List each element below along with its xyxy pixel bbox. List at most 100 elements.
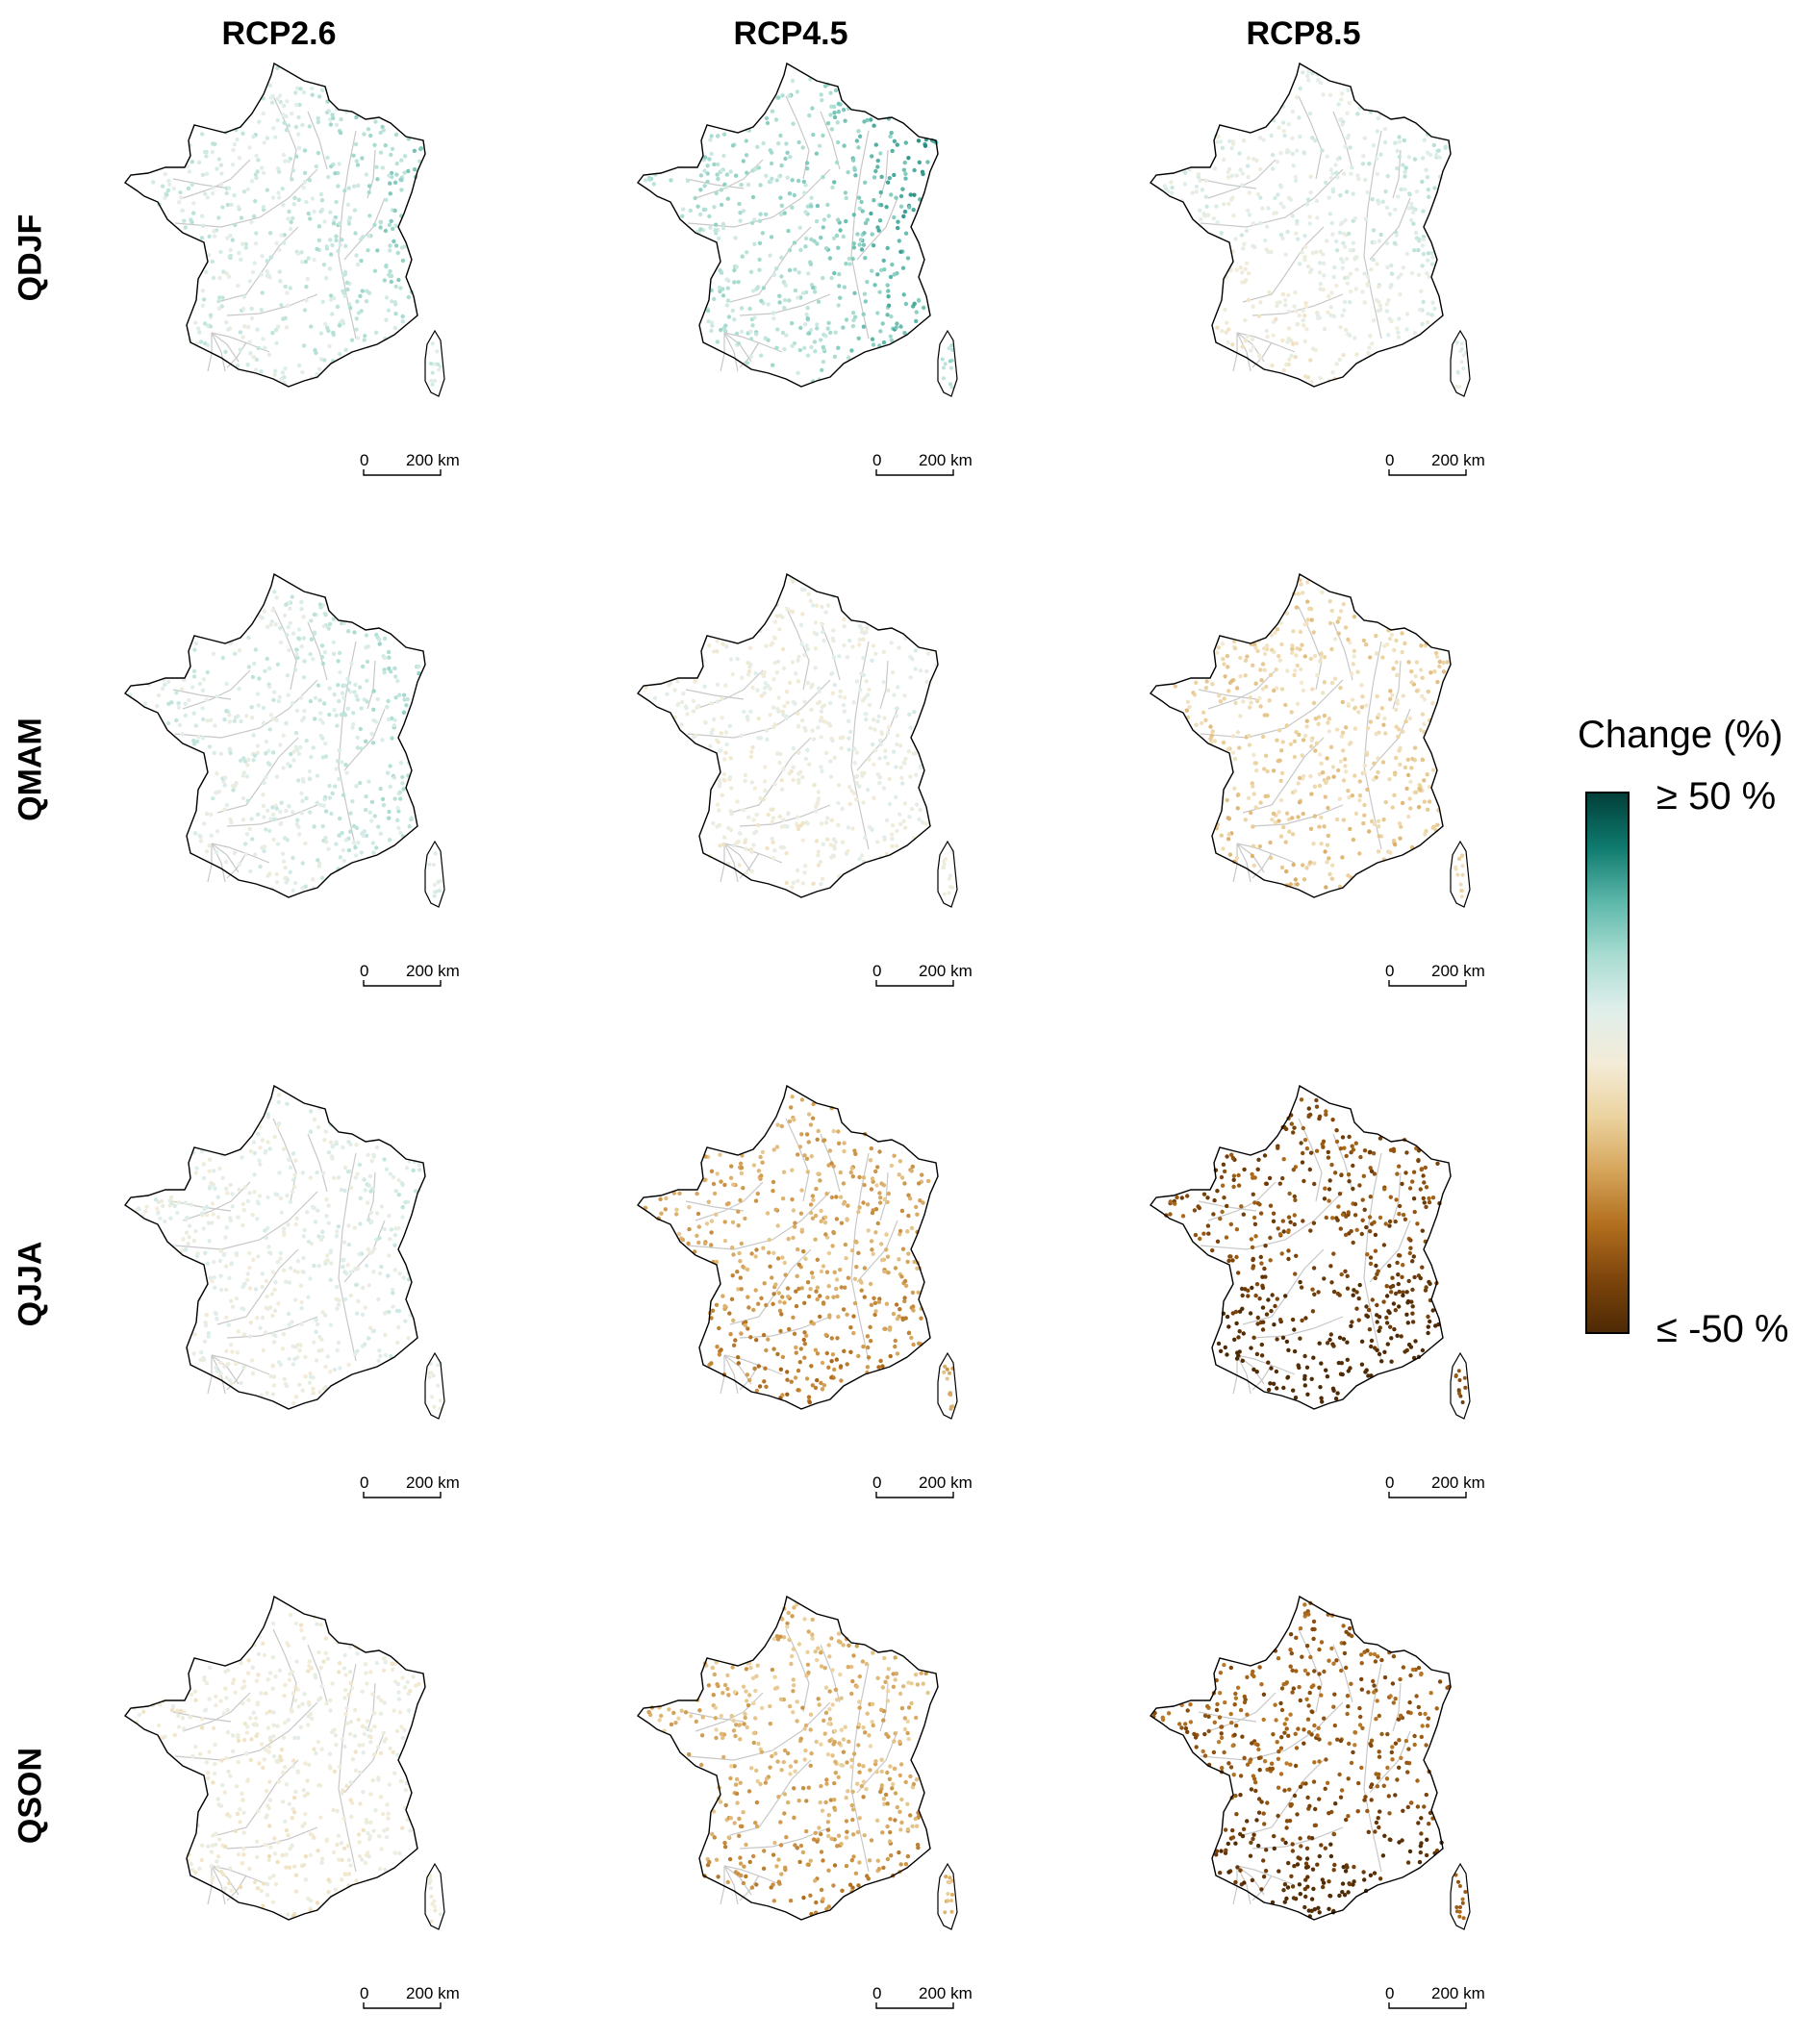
station-point — [742, 710, 746, 714]
station-point — [897, 813, 901, 817]
station-point — [239, 719, 242, 723]
station-point — [710, 152, 714, 156]
station-point — [1393, 141, 1397, 145]
station-point — [1299, 1141, 1302, 1145]
station-point — [1287, 310, 1291, 314]
station-point — [1385, 241, 1389, 245]
station-point — [1360, 1340, 1364, 1344]
station-point — [258, 1326, 262, 1330]
station-point — [861, 800, 865, 804]
station-point — [1280, 1251, 1284, 1255]
station-point — [1229, 1222, 1233, 1226]
station-point — [781, 768, 785, 771]
station-point — [912, 208, 916, 212]
station-point — [252, 1190, 256, 1194]
station-point — [223, 783, 227, 787]
station-point — [895, 321, 898, 325]
station-point — [822, 217, 826, 221]
station-point — [716, 699, 720, 703]
station-point — [872, 643, 875, 647]
station-point — [338, 670, 341, 674]
station-point — [297, 364, 301, 367]
station-point — [787, 298, 791, 302]
station-point — [1331, 1344, 1335, 1347]
station-point — [267, 275, 271, 279]
station-point — [1402, 265, 1405, 269]
station-point — [388, 764, 392, 768]
station-point — [1237, 151, 1241, 155]
station-point — [367, 1283, 371, 1287]
station-point — [225, 1191, 229, 1195]
station-point — [376, 1297, 380, 1301]
station-point — [1318, 1385, 1322, 1389]
station-point — [876, 715, 880, 718]
station-point — [729, 657, 733, 661]
station-point — [233, 719, 237, 723]
station-point — [809, 1202, 813, 1206]
station-point — [360, 156, 364, 160]
scale-bar-line — [364, 469, 441, 475]
station-point — [1204, 195, 1208, 199]
station-point — [1297, 592, 1301, 595]
station-point — [736, 1355, 740, 1359]
station-point — [1300, 1097, 1303, 1101]
station-point — [393, 302, 397, 306]
station-point — [816, 725, 820, 729]
station-point — [291, 1151, 295, 1155]
station-point — [1334, 239, 1338, 243]
station-point — [1292, 673, 1296, 677]
station-point — [267, 871, 271, 875]
station-point — [820, 716, 823, 719]
station-point — [345, 281, 349, 285]
station-point — [316, 151, 320, 155]
station-point — [1276, 192, 1279, 196]
station-point — [846, 1203, 849, 1207]
station-point — [1228, 852, 1232, 856]
station-point — [724, 185, 728, 189]
station-point — [342, 684, 346, 688]
station-point — [272, 1383, 276, 1387]
station-point — [740, 676, 744, 680]
station-point — [367, 291, 371, 295]
station-point — [751, 289, 755, 292]
station-point — [898, 250, 902, 254]
station-point — [816, 1258, 820, 1262]
station-point — [208, 1186, 212, 1190]
station-point — [835, 1217, 839, 1221]
station-point — [297, 637, 301, 641]
station-point — [832, 271, 836, 275]
station-point — [316, 858, 319, 862]
station-point — [780, 788, 784, 792]
station-point — [283, 160, 287, 164]
station-point — [909, 675, 913, 679]
station-point — [282, 1226, 286, 1230]
station-point — [757, 268, 761, 272]
station-point — [803, 864, 807, 868]
station-point — [285, 128, 289, 132]
station-point — [878, 218, 882, 222]
station-point — [1432, 186, 1436, 189]
station-point — [204, 150, 208, 154]
station-point — [886, 731, 890, 735]
station-point — [1252, 864, 1256, 868]
station-point — [327, 1221, 331, 1225]
station-point — [689, 209, 693, 213]
station-point — [779, 845, 783, 849]
station-point — [1324, 1109, 1327, 1113]
station-point — [346, 1140, 350, 1144]
station-point — [1431, 768, 1435, 771]
station-point — [354, 115, 358, 119]
station-point — [1388, 316, 1392, 320]
station-point — [737, 840, 741, 843]
station-point — [1459, 883, 1463, 887]
station-point — [1427, 188, 1430, 191]
station-point — [865, 679, 869, 683]
station-point — [818, 1315, 822, 1319]
station-point — [698, 213, 702, 216]
station-point — [323, 322, 327, 326]
station-point — [949, 366, 953, 370]
station-point — [200, 1212, 204, 1216]
scale-bar-zero: 0 — [872, 1473, 881, 1492]
station-point — [439, 1398, 442, 1402]
station-point — [1373, 1346, 1377, 1349]
